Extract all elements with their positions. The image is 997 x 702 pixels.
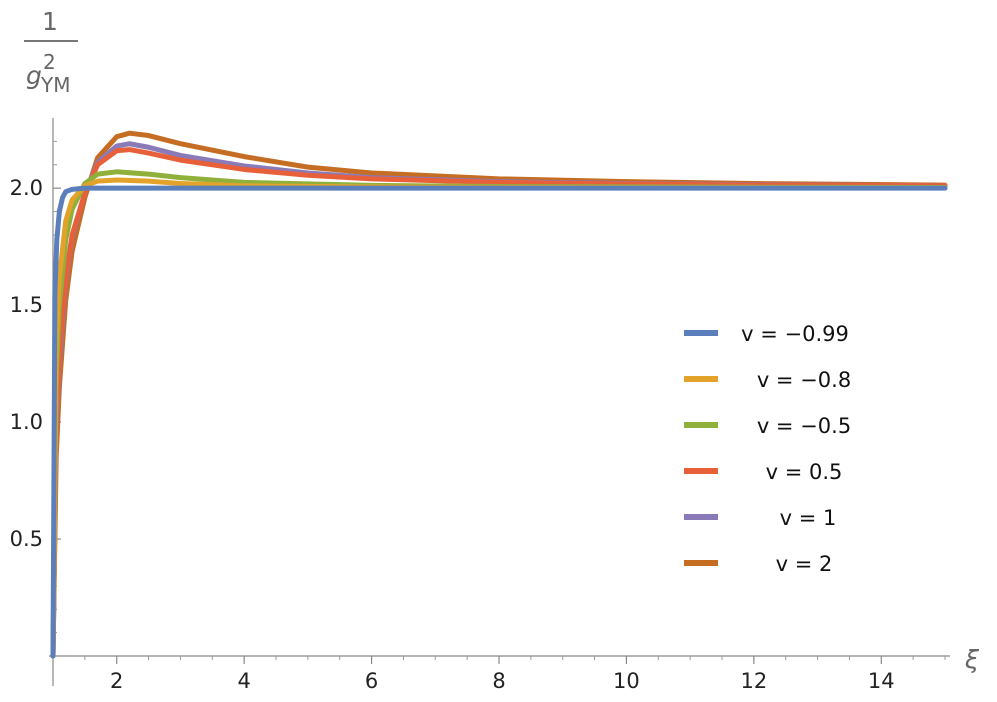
series-line (50, 130, 948, 659)
series-line (50, 185, 948, 659)
series-line (50, 141, 948, 659)
legend-label: v = −0.99 (741, 322, 849, 346)
x-tick-label: 4 (237, 669, 250, 693)
y-axis-label-numerator: 1 (42, 7, 58, 36)
y-axis-label-base: g (26, 61, 42, 90)
x-tick-label: 2 (110, 669, 123, 693)
axes: 2 4 6 8 10 12 14 0.5 1.0 1.5 2.0 (10, 118, 950, 693)
legend-label: v = −0.8 (757, 368, 851, 392)
series-line (50, 147, 948, 659)
y-axis-label-subscript: YM (40, 73, 70, 97)
legend-label: v = −0.5 (757, 414, 851, 438)
y-tick-label: 1.0 (10, 410, 43, 434)
legend: v = −0.99 v = −0.8 v = −0.5 v = 0.5 v = 1 v =… (684, 322, 851, 576)
legend-label: v = 0.5 (766, 460, 843, 484)
x-tick-label: 6 (365, 669, 378, 693)
series-layer (50, 130, 948, 659)
x-tick-label: 8 (492, 669, 505, 693)
y-axis-label-superscript: 2 (43, 50, 56, 74)
x-tick-label: 14 (868, 669, 895, 693)
y-tick-label: 2.0 (10, 176, 43, 200)
y-tick-label: 0.5 (10, 527, 43, 551)
x-tick-label: 10 (613, 669, 640, 693)
x-tick-label: 12 (740, 669, 767, 693)
x-axis-label: ξ (964, 645, 980, 674)
y-axis-label: 1 g 2 YM (24, 7, 78, 97)
legend-label: v = 1 (780, 506, 837, 530)
legend-label: v = 2 (776, 552, 833, 576)
y-tick-label: 1.5 (10, 293, 43, 317)
